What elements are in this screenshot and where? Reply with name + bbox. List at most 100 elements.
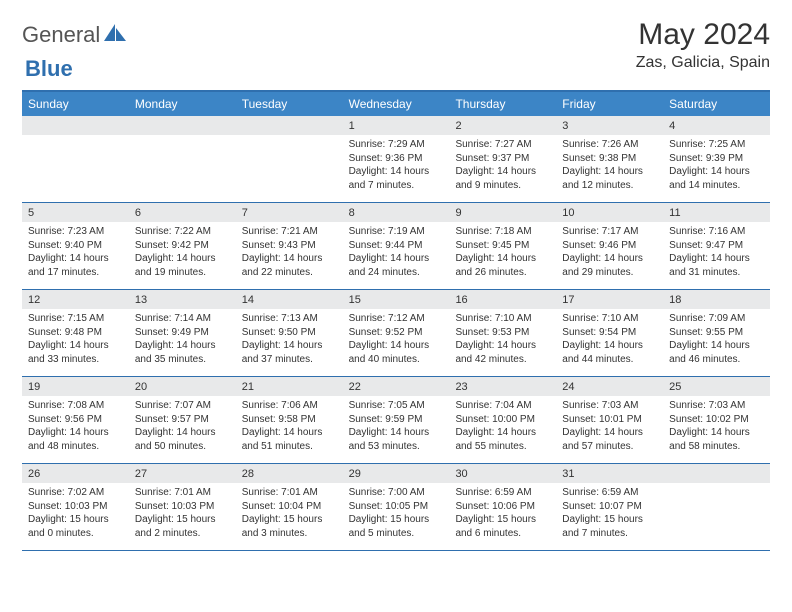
sunset-text: Sunset: 10:06 PM [455, 500, 550, 514]
day-number: 3 [556, 116, 663, 135]
day-number [129, 116, 236, 135]
day-body: Sunrise: 7:17 AMSunset: 9:46 PMDaylight:… [556, 222, 663, 285]
day-body: Sunrise: 7:01 AMSunset: 10:04 PMDaylight… [236, 483, 343, 546]
daylight-text: Daylight: 14 hours and 51 minutes. [242, 426, 337, 453]
daylight-text: Daylight: 14 hours and 24 minutes. [349, 252, 444, 279]
sunrise-text: Sunrise: 7:05 AM [349, 399, 444, 413]
sunset-text: Sunset: 10:07 PM [562, 500, 657, 514]
day-body: Sunrise: 7:03 AMSunset: 10:02 PMDaylight… [663, 396, 770, 459]
sunset-text: Sunset: 9:57 PM [135, 413, 230, 427]
logo-text-blue: Blue [25, 56, 73, 81]
sunset-text: Sunset: 9:59 PM [349, 413, 444, 427]
day-cell: 8Sunrise: 7:19 AMSunset: 9:44 PMDaylight… [343, 203, 450, 289]
day-cell: 13Sunrise: 7:14 AMSunset: 9:49 PMDayligh… [129, 290, 236, 376]
sunset-text: Sunset: 9:56 PM [28, 413, 123, 427]
day-number: 21 [236, 377, 343, 396]
day-cell: 11Sunrise: 7:16 AMSunset: 9:47 PMDayligh… [663, 203, 770, 289]
daylight-text: Daylight: 14 hours and 46 minutes. [669, 339, 764, 366]
week-row: 5Sunrise: 7:23 AMSunset: 9:40 PMDaylight… [22, 203, 770, 290]
week-row: 12Sunrise: 7:15 AMSunset: 9:48 PMDayligh… [22, 290, 770, 377]
sunrise-text: Sunrise: 7:01 AM [242, 486, 337, 500]
day-cell: 2Sunrise: 7:27 AMSunset: 9:37 PMDaylight… [449, 116, 556, 202]
month-title: May 2024 [636, 18, 770, 52]
day-number: 22 [343, 377, 450, 396]
sunrise-text: Sunrise: 7:16 AM [669, 225, 764, 239]
day-cell: 10Sunrise: 7:17 AMSunset: 9:46 PMDayligh… [556, 203, 663, 289]
day-header: Thursday [449, 92, 556, 116]
daylight-text: Daylight: 14 hours and 33 minutes. [28, 339, 123, 366]
sunrise-text: Sunrise: 7:10 AM [562, 312, 657, 326]
day-body: Sunrise: 7:15 AMSunset: 9:48 PMDaylight:… [22, 309, 129, 372]
day-number: 13 [129, 290, 236, 309]
sunrise-text: Sunrise: 7:12 AM [349, 312, 444, 326]
daylight-text: Daylight: 15 hours and 2 minutes. [135, 513, 230, 540]
day-cell: 20Sunrise: 7:07 AMSunset: 9:57 PMDayligh… [129, 377, 236, 463]
day-number: 16 [449, 290, 556, 309]
day-body: Sunrise: 7:27 AMSunset: 9:37 PMDaylight:… [449, 135, 556, 198]
sunset-text: Sunset: 9:50 PM [242, 326, 337, 340]
sunrise-text: Sunrise: 7:18 AM [455, 225, 550, 239]
day-cell [663, 464, 770, 550]
sunset-text: Sunset: 9:48 PM [28, 326, 123, 340]
day-number: 25 [663, 377, 770, 396]
day-number: 9 [449, 203, 556, 222]
location: Zas, Galicia, Spain [636, 54, 770, 72]
sunrise-text: Sunrise: 7:06 AM [242, 399, 337, 413]
sunset-text: Sunset: 9:46 PM [562, 239, 657, 253]
day-cell: 23Sunrise: 7:04 AMSunset: 10:00 PMDaylig… [449, 377, 556, 463]
logo: General [22, 22, 128, 48]
day-body [22, 135, 129, 144]
day-cell: 18Sunrise: 7:09 AMSunset: 9:55 PMDayligh… [663, 290, 770, 376]
daylight-text: Daylight: 14 hours and 7 minutes. [349, 165, 444, 192]
sunset-text: Sunset: 9:42 PM [135, 239, 230, 253]
sunrise-text: Sunrise: 7:08 AM [28, 399, 123, 413]
sunrise-text: Sunrise: 7:03 AM [669, 399, 764, 413]
day-number: 30 [449, 464, 556, 483]
sunset-text: Sunset: 9:52 PM [349, 326, 444, 340]
sunrise-text: Sunrise: 7:23 AM [28, 225, 123, 239]
day-body: Sunrise: 7:19 AMSunset: 9:44 PMDaylight:… [343, 222, 450, 285]
day-cell: 9Sunrise: 7:18 AMSunset: 9:45 PMDaylight… [449, 203, 556, 289]
sunset-text: Sunset: 9:38 PM [562, 152, 657, 166]
sunset-text: Sunset: 10:02 PM [669, 413, 764, 427]
day-number: 15 [343, 290, 450, 309]
day-number: 23 [449, 377, 556, 396]
sunrise-text: Sunrise: 7:04 AM [455, 399, 550, 413]
day-cell: 27Sunrise: 7:01 AMSunset: 10:03 PMDaylig… [129, 464, 236, 550]
day-body: Sunrise: 7:08 AMSunset: 9:56 PMDaylight:… [22, 396, 129, 459]
sunset-text: Sunset: 9:53 PM [455, 326, 550, 340]
sunset-text: Sunset: 9:44 PM [349, 239, 444, 253]
day-number [22, 116, 129, 135]
daylight-text: Daylight: 14 hours and 31 minutes. [669, 252, 764, 279]
sunrise-text: Sunrise: 7:25 AM [669, 138, 764, 152]
sunset-text: Sunset: 9:43 PM [242, 239, 337, 253]
sunrise-text: Sunrise: 7:22 AM [135, 225, 230, 239]
sunrise-text: Sunrise: 7:00 AM [349, 486, 444, 500]
day-body: Sunrise: 7:23 AMSunset: 9:40 PMDaylight:… [22, 222, 129, 285]
daylight-text: Daylight: 14 hours and 42 minutes. [455, 339, 550, 366]
daylight-text: Daylight: 14 hours and 53 minutes. [349, 426, 444, 453]
day-body: Sunrise: 7:26 AMSunset: 9:38 PMDaylight:… [556, 135, 663, 198]
sunset-text: Sunset: 9:49 PM [135, 326, 230, 340]
daylight-text: Daylight: 14 hours and 17 minutes. [28, 252, 123, 279]
sunset-text: Sunset: 9:37 PM [455, 152, 550, 166]
day-body: Sunrise: 7:12 AMSunset: 9:52 PMDaylight:… [343, 309, 450, 372]
day-cell: 14Sunrise: 7:13 AMSunset: 9:50 PMDayligh… [236, 290, 343, 376]
sunrise-text: Sunrise: 7:13 AM [242, 312, 337, 326]
day-body [129, 135, 236, 144]
sunrise-text: Sunrise: 7:26 AM [562, 138, 657, 152]
day-body: Sunrise: 7:29 AMSunset: 9:36 PMDaylight:… [343, 135, 450, 198]
sunset-text: Sunset: 10:03 PM [28, 500, 123, 514]
calendar: SundayMondayTuesdayWednesdayThursdayFrid… [22, 90, 770, 551]
day-cell: 21Sunrise: 7:06 AMSunset: 9:58 PMDayligh… [236, 377, 343, 463]
sunset-text: Sunset: 9:40 PM [28, 239, 123, 253]
day-body: Sunrise: 7:16 AMSunset: 9:47 PMDaylight:… [663, 222, 770, 285]
daylight-text: Daylight: 14 hours and 44 minutes. [562, 339, 657, 366]
day-number: 10 [556, 203, 663, 222]
sunrise-text: Sunrise: 7:19 AM [349, 225, 444, 239]
day-body: Sunrise: 7:03 AMSunset: 10:01 PMDaylight… [556, 396, 663, 459]
day-cell: 16Sunrise: 7:10 AMSunset: 9:53 PMDayligh… [449, 290, 556, 376]
day-body: Sunrise: 7:07 AMSunset: 9:57 PMDaylight:… [129, 396, 236, 459]
day-number: 17 [556, 290, 663, 309]
day-body [236, 135, 343, 144]
